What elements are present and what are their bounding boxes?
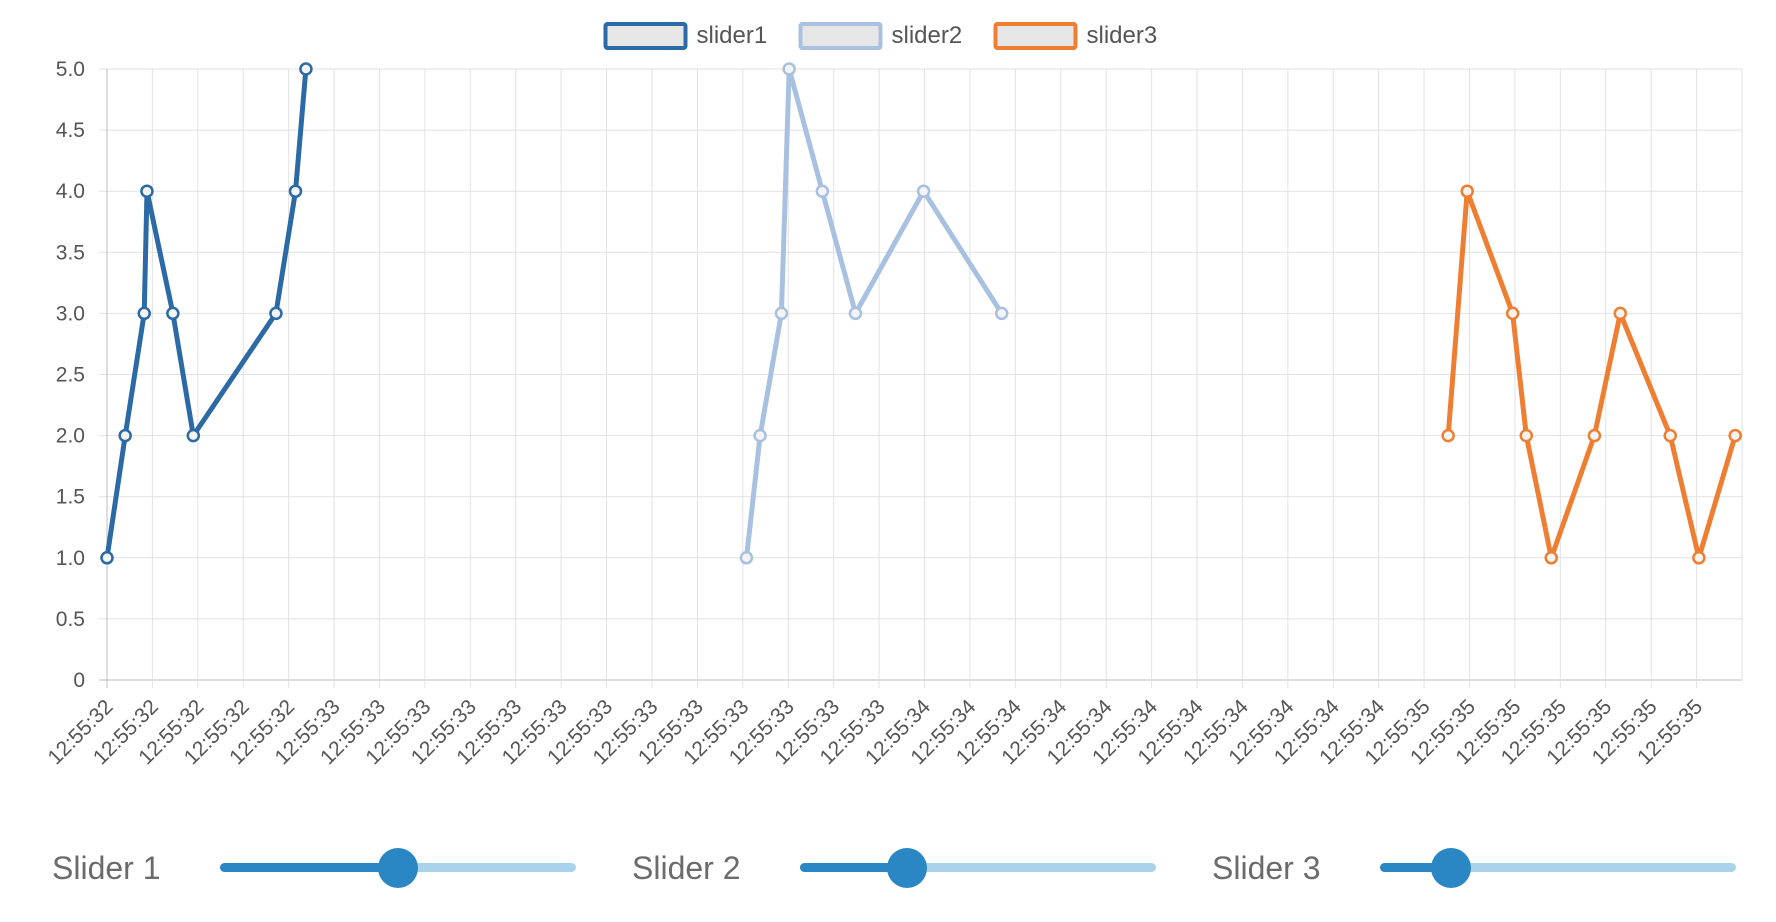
y-tick-label: 0 — [73, 669, 85, 692]
slider-3-track[interactable] — [1380, 848, 1736, 888]
series-line-slider2 — [744, 66, 1005, 561]
slider-1-control: Slider 1 — [0, 838, 592, 898]
legend-swatch-slider2 — [798, 22, 883, 50]
y-tick-label: 5.0 — [56, 58, 85, 81]
series-slider1 — [100, 62, 313, 565]
data-point-slider3 — [1519, 428, 1534, 443]
series-slider3 — [1441, 184, 1742, 565]
slider-1-fill — [220, 863, 398, 872]
legend-swatch-slider3 — [993, 22, 1078, 50]
slider-2-label: Slider 2 — [632, 850, 741, 886]
data-point-slider2 — [815, 184, 830, 198]
y-tick-label: 1.5 — [56, 486, 85, 509]
y-tick-label: 2.5 — [56, 364, 85, 387]
slider-2-fill — [800, 863, 907, 872]
slider-1-track[interactable] — [220, 848, 576, 888]
data-point-slider2 — [994, 306, 1009, 321]
data-point-slider3 — [1544, 551, 1558, 565]
data-point-slider3 — [1505, 306, 1520, 321]
slider-2-thumb[interactable] — [886, 848, 927, 888]
data-point-slider1 — [100, 551, 114, 565]
slider-3-control: Slider 3 — [1160, 838, 1752, 898]
y-tick-label: 4.0 — [56, 180, 85, 203]
data-point-slider3 — [1613, 306, 1628, 321]
data-point-slider1 — [137, 306, 151, 321]
data-point-slider2 — [774, 306, 789, 321]
slider-3-label: Slider 3 — [1212, 850, 1321, 886]
legend-item-slider2: slider2 — [798, 22, 963, 50]
legend-item-slider1: slider1 — [603, 22, 768, 50]
data-point-slider1 — [140, 184, 154, 198]
data-point-slider2 — [753, 428, 767, 443]
y-tick-label: 1.0 — [56, 547, 85, 570]
data-point-slider1 — [269, 306, 283, 321]
data-point-slider3 — [1663, 428, 1677, 443]
data-point-slider2 — [916, 184, 931, 198]
data-point-slider1 — [166, 306, 180, 321]
slider-3-thumb[interactable] — [1431, 848, 1472, 888]
y-tick-label: 3.5 — [56, 241, 85, 264]
data-point-slider3 — [1441, 428, 1455, 443]
data-point-slider2 — [782, 62, 796, 76]
slider-2-track[interactable] — [800, 848, 1156, 888]
slider-3-fill — [1380, 863, 1452, 872]
y-tick-label: 0.5 — [56, 608, 85, 631]
legend-label-slider1: slider1 — [697, 22, 768, 49]
data-point-slider1 — [118, 428, 132, 443]
data-point-slider2 — [739, 551, 754, 565]
data-point-slider2 — [848, 306, 863, 321]
y-tick-label: 3.0 — [56, 302, 85, 325]
data-point-slider1 — [288, 184, 303, 198]
series-line-slider3 — [1445, 188, 1738, 561]
data-point-slider1 — [186, 428, 201, 443]
legend-item-slider3: slider3 — [993, 22, 1158, 50]
slider-2-control: Slider 2 — [580, 838, 1172, 898]
y-tick-label: 4.5 — [56, 119, 85, 142]
line-chart: 00.51.01.52.02.53.03.54.04.55.012:55:321… — [43, 22, 1743, 769]
series-slider2 — [739, 62, 1009, 565]
slider-1-thumb[interactable] — [378, 848, 418, 888]
legend-swatch-slider1 — [603, 22, 688, 50]
data-point-slider3 — [1460, 184, 1474, 198]
legend-label-slider3: slider3 — [1087, 22, 1158, 49]
y-tick-label: 2.0 — [56, 425, 85, 448]
data-point-slider3 — [1692, 551, 1706, 565]
data-point-slider1 — [299, 62, 313, 76]
data-point-slider3 — [1587, 428, 1602, 443]
slider-1-label: Slider 1 — [52, 850, 161, 886]
legend-label-slider2: slider2 — [892, 22, 963, 49]
data-point-slider3 — [1728, 428, 1742, 443]
